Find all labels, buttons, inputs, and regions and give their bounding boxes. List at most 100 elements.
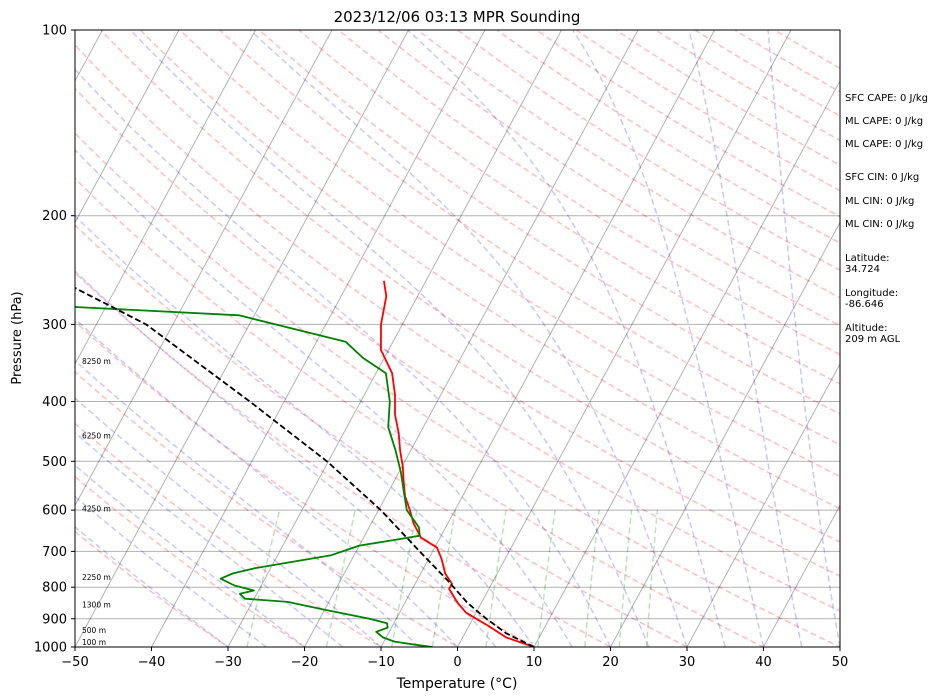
x-tick-label: −50 <box>61 655 88 670</box>
moist-adiabat <box>75 68 612 647</box>
moist-adiabat <box>688 30 803 647</box>
isotherm <box>610 221 840 647</box>
latitude-label: Latitude: 34.724 <box>845 253 890 275</box>
moist-adiabat <box>75 397 382 647</box>
ml-cin-label-2: ML CIN: 0 J/kg <box>845 219 915 230</box>
sfc-cape-label: SFC CAPE: 0 J/kg <box>845 93 928 104</box>
moist-adiabat <box>75 495 267 647</box>
data-layer <box>75 280 535 647</box>
y-tick-label: 300 <box>42 318 67 333</box>
x-axis-label: Temperature (°C) <box>396 676 518 692</box>
x-tick-label: 40 <box>755 655 772 670</box>
y-tick-label: 100 <box>42 24 67 39</box>
mixing-ratio-line <box>431 509 457 647</box>
dry-adiabat <box>75 530 230 647</box>
ml-cin-label: ML CIN: 0 J/kg <box>845 196 915 207</box>
moist-adiabat <box>75 359 420 647</box>
x-tick-label: 20 <box>602 655 619 670</box>
y-tick-label: 900 <box>42 612 67 627</box>
isotherm <box>75 30 180 224</box>
dry-adiabat <box>417 30 840 299</box>
height-label: 6250 m <box>82 432 111 441</box>
dry-adiabat <box>179 30 840 478</box>
isotherm <box>304 30 639 647</box>
mixing-ratio-line <box>391 509 418 647</box>
y-tick-label: 800 <box>42 581 67 596</box>
moist-adiabat <box>767 30 840 647</box>
moist-adiabat <box>75 214 535 647</box>
longitude-label: Longitude: -86.646 <box>845 288 899 310</box>
height-label: 4250 m <box>82 504 111 513</box>
altitude-label: Altitude: 209 m AGL <box>845 323 901 345</box>
y-axis-label: Pressure (hPa) <box>10 291 25 384</box>
x-tick-label: −10 <box>367 655 394 670</box>
moist-adiabat <box>75 526 229 647</box>
height-label: 100 m <box>82 638 106 647</box>
mixing-ratio-line <box>537 510 556 647</box>
x-tick-label: 0 <box>453 655 461 670</box>
mixing-ratio-line <box>584 510 600 647</box>
dewpoint-profile <box>75 306 433 647</box>
moist-adiabat <box>75 431 344 647</box>
mixing-ratio-line <box>325 509 356 647</box>
sfc-cin-label: SFC CIN: 0 J/kg <box>845 172 920 183</box>
x-tick-label: −40 <box>138 655 165 670</box>
height-label: 500 m <box>82 626 106 635</box>
dry-adiabat <box>75 370 459 647</box>
dry-adiabat <box>75 271 613 647</box>
mixing-ratio-line <box>645 510 659 647</box>
y-tick-label: 1000 <box>34 641 67 656</box>
y-tick-label: 200 <box>42 209 67 224</box>
dry-adiabat <box>655 30 840 142</box>
x-tick-label: 10 <box>526 655 543 670</box>
mixing-ratio-line <box>246 509 281 647</box>
y-tick-label: 500 <box>42 455 67 470</box>
moist-adiabat <box>75 148 573 647</box>
dry-adiabat <box>75 422 383 647</box>
moist-adiabat <box>572 30 765 647</box>
isotherm <box>763 504 840 647</box>
y-tick-label: 600 <box>42 504 67 519</box>
dry-adiabat <box>219 30 840 446</box>
dry-adiabat <box>496 30 840 244</box>
dry-adiabat <box>338 30 840 356</box>
height-label: 8250 m <box>82 357 111 366</box>
mixing-ratio-line <box>618 510 633 647</box>
moist-adiabat <box>75 464 305 647</box>
height-label: 2250 m <box>82 573 111 582</box>
dry-adiabat <box>100 30 840 543</box>
temperature-profile <box>379 280 535 647</box>
mixing-ratio-line <box>485 509 507 647</box>
height-labels: 100 m 500 m 1300 m 2250 m 4250 m 6250 m 8250 m <box>82 357 111 647</box>
moist-adiabat <box>75 317 459 647</box>
isotherm <box>380 30 715 647</box>
grid-layer <box>75 30 840 647</box>
chart-title: 2023/12/06 03:13 MPR Sounding <box>334 8 581 26</box>
isotherm <box>457 30 792 647</box>
moist-adiabat <box>129 30 650 647</box>
isotherm <box>75 30 256 365</box>
dry-adiabat <box>456 30 840 271</box>
ml-cape-label-2: ML CAPE: 0 J/kg <box>845 139 924 150</box>
dry-adiabat <box>75 177 766 647</box>
dry-adiabat <box>139 30 840 510</box>
x-tick-label: −30 <box>214 655 241 670</box>
dry-adiabat <box>75 320 536 647</box>
isotherm <box>75 30 409 647</box>
height-label: 1300 m <box>82 600 111 609</box>
dry-adiabat <box>75 224 689 647</box>
isotherm <box>151 30 486 647</box>
isotherm <box>533 79 840 647</box>
dry-adiabat <box>75 475 306 647</box>
isotherm <box>686 362 840 647</box>
dry-adiabat <box>258 30 840 415</box>
dry-adiabat <box>75 43 840 577</box>
moist-adiabat <box>407 30 727 647</box>
isotherm <box>227 30 562 647</box>
y-ticks: 1000 900 800 700 600 500 400 300 200 100 <box>34 24 75 656</box>
dry-adiabat <box>615 30 840 167</box>
y-tick-label: 700 <box>42 545 67 560</box>
x-tick-label: 30 <box>679 655 696 670</box>
dry-adiabat <box>75 87 840 612</box>
